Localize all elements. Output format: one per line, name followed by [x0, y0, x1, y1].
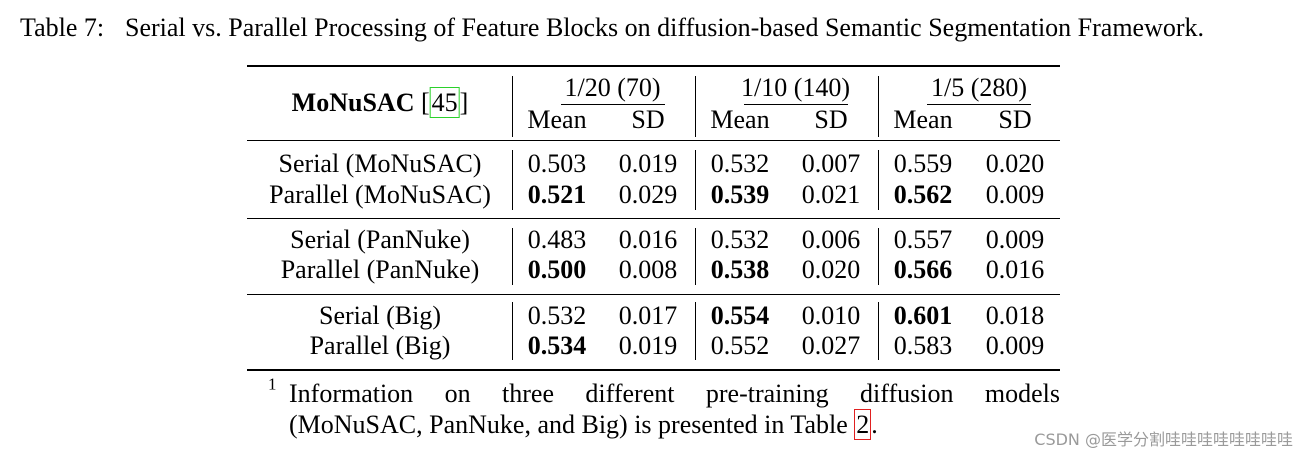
column-header: SD [631, 105, 665, 134]
column-header: Mean [710, 105, 770, 134]
cell: 0.019 [618, 331, 678, 360]
footnote-line: (MoNuSAC, PanNuke, and Big) is presented… [289, 409, 878, 440]
cell: 0.521 [527, 180, 587, 209]
row-label: Serial (PanNuke) [290, 225, 470, 254]
cell: 0.020 [985, 149, 1045, 178]
cell: 0.562 [893, 180, 953, 209]
cell: 0.019 [618, 149, 678, 178]
citation: [45] [414, 87, 468, 118]
column-divider [512, 302, 514, 360]
group-underline [927, 104, 1031, 106]
column-divider [878, 302, 880, 360]
cell: 0.500 [527, 255, 587, 284]
cell: 0.601 [893, 301, 953, 330]
column-divider [695, 150, 697, 210]
cell: 0.027 [801, 331, 861, 360]
caption-label: Table 7: [20, 13, 105, 42]
cell: 0.534 [527, 331, 587, 360]
section-rule [247, 294, 1060, 296]
footnote-text: (MoNuSAC, PanNuke, and Big) is presented… [289, 410, 855, 439]
cell: 0.016 [618, 225, 678, 254]
cell: 0.539 [710, 180, 770, 209]
caption-text: Serial vs. Parallel Processing of Featur… [125, 13, 1205, 42]
cell: 0.009 [985, 180, 1045, 209]
group-header: 1/10 (140) [740, 73, 851, 102]
row-label: Parallel (MoNuSAC) [269, 180, 491, 209]
cell: 0.020 [801, 255, 861, 284]
cell: 0.018 [985, 301, 1045, 330]
column-header: SD [814, 105, 848, 134]
group-underline [560, 104, 665, 106]
cell: 0.006 [801, 225, 861, 254]
footnote-mark: 1 [268, 374, 277, 394]
cell: 0.583 [893, 331, 953, 360]
cell: 0.010 [801, 301, 861, 330]
bracket: [ [420, 88, 430, 117]
column-divider [878, 150, 880, 210]
column-divider [878, 228, 880, 285]
cell: 0.017 [618, 301, 678, 330]
cell: 0.016 [985, 255, 1045, 284]
row-label: Parallel (PanNuke) [280, 255, 480, 284]
column-header: Mean [527, 105, 587, 134]
cell: 0.532 [710, 225, 770, 254]
citation-link[interactable]: 45 [429, 87, 460, 118]
column-divider [695, 76, 697, 137]
column-divider [512, 150, 514, 210]
cell: 0.503 [527, 149, 587, 178]
cell: 0.009 [985, 331, 1045, 360]
cell: 0.483 [527, 225, 587, 254]
row-label: Parallel (Big) [309, 331, 451, 360]
bracket: ] [459, 88, 469, 117]
column-divider [695, 302, 697, 360]
cell: 0.021 [801, 180, 861, 209]
cell: 0.008 [618, 255, 678, 284]
group-header: 1/20 (70) [564, 73, 661, 102]
column-header: SD [998, 105, 1032, 134]
cell: 0.557 [893, 225, 953, 254]
group-underline [743, 104, 848, 106]
cell: 0.532 [710, 149, 770, 178]
cell: 0.009 [985, 225, 1045, 254]
column-divider [878, 76, 880, 137]
watermark: CSDN @医学分割哇哇哇哇哇哇哇哇 [1034, 430, 1293, 449]
footnote-line: Information on three different pre-train… [289, 379, 1060, 408]
cell: 0.554 [710, 301, 770, 330]
table-link[interactable]: 2 [854, 409, 872, 440]
section-rule [247, 218, 1060, 220]
column-divider [512, 76, 514, 137]
row-label: Serial (Big) [318, 301, 442, 330]
column-divider [695, 228, 697, 285]
column-divider [512, 228, 514, 285]
cell: 0.532 [527, 301, 587, 330]
footnote-text: . [871, 410, 878, 439]
cell: 0.007 [801, 149, 861, 178]
bottom-rule [247, 369, 1060, 371]
cell: 0.566 [893, 255, 953, 284]
cell: 0.559 [893, 149, 953, 178]
group-header: 1/5 (280) [930, 73, 1028, 102]
top-rule [247, 65, 1060, 67]
cell: 0.029 [618, 180, 678, 209]
dataset-name: MoNuSAC [291, 88, 415, 117]
header-rule [247, 140, 1060, 142]
column-header: Mean [893, 105, 953, 134]
cell: 0.538 [710, 255, 770, 284]
cell: 0.552 [710, 331, 770, 360]
row-label: Serial (MoNuSAC) [278, 149, 482, 178]
corner-header: MoNuSAC [45] [291, 87, 468, 118]
